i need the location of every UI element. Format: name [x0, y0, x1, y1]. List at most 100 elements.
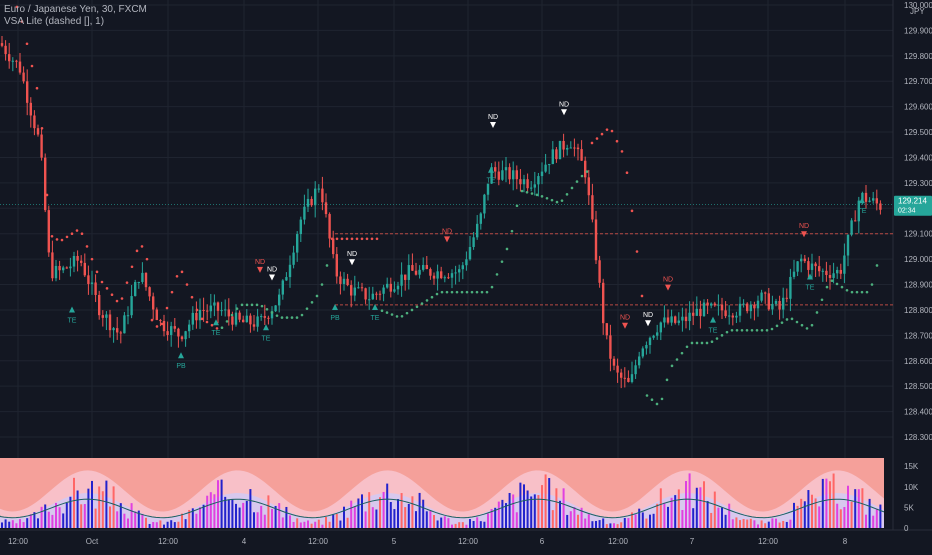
trailing-stop-dot: [51, 235, 54, 238]
candle-body: [638, 356, 640, 365]
candle-body: [379, 294, 381, 295]
candle-body: [44, 158, 46, 210]
trailing-stop-dot: [41, 127, 44, 130]
volume-bar: [451, 525, 453, 528]
candle-body: [325, 202, 327, 214]
candle-body: [84, 263, 86, 275]
candle-body: [588, 177, 590, 195]
volume-bar: [512, 494, 514, 528]
trailing-stop-dot: [406, 312, 409, 315]
time-tick-label: 4: [242, 537, 247, 546]
trailing-stop-dot: [736, 329, 739, 332]
trailing-stop-dot: [426, 299, 429, 302]
signal-label: ND: [255, 259, 265, 266]
signal-label: ND: [620, 315, 630, 322]
candle-body: [832, 273, 834, 278]
volume-bar: [372, 507, 374, 528]
trailing-stop-dot: [76, 229, 79, 232]
trailing-stop-dot: [656, 403, 659, 406]
volume-bar: [419, 493, 421, 528]
candle-body: [112, 328, 114, 330]
volume-bar: [293, 522, 295, 528]
volume-bar: [318, 520, 320, 528]
volume-bar: [527, 490, 529, 528]
candle-body: [724, 310, 726, 316]
candle-body: [357, 287, 359, 288]
volume-bar: [404, 507, 406, 528]
volume-bar: [469, 519, 471, 528]
trailing-stop-dot: [36, 87, 39, 90]
candle-body: [343, 279, 345, 284]
volume-bar: [116, 511, 118, 528]
volume-bar: [865, 515, 867, 528]
volume-bar: [91, 481, 93, 528]
candle-body: [138, 282, 140, 283]
candle-body: [739, 304, 741, 316]
candle-body: [267, 318, 269, 319]
volume-bar: [692, 508, 694, 528]
volume-bar: [707, 501, 709, 528]
chart-legend: Euro / Japanese Yen, 30, FXCM VSA Lite (…: [4, 4, 147, 28]
volume-bar: [386, 484, 388, 528]
volume-bar: [685, 481, 687, 528]
trailing-stop-dot: [366, 237, 369, 240]
volume-bar: [134, 511, 136, 528]
candle-body: [256, 316, 258, 326]
volume-bar: [433, 515, 435, 528]
volume-bar: [62, 513, 64, 528]
candle-body: [163, 321, 165, 331]
candle-body: [372, 294, 374, 300]
volume-bar: [282, 517, 284, 528]
candle-body: [782, 298, 784, 310]
volume-bar: [314, 522, 316, 528]
candle-body: [825, 271, 827, 275]
volume-bar: [703, 481, 705, 528]
candle-body: [181, 336, 183, 339]
volume-bar: [249, 489, 251, 528]
candle-body: [516, 170, 518, 179]
candle-body: [285, 277, 287, 280]
trailing-stop-dot: [836, 283, 839, 286]
volume-bar: [858, 489, 860, 528]
trailing-stop-dot: [386, 311, 389, 314]
trailing-stop-dot: [136, 250, 139, 253]
volume-bar: [361, 494, 363, 528]
candle-body: [768, 293, 770, 309]
candle-body: [238, 313, 240, 320]
trailing-stop-dot: [551, 199, 554, 202]
volume-bar: [224, 497, 226, 528]
volume-bar: [764, 523, 766, 528]
candle-body: [634, 365, 636, 374]
signal-down-triangle: [349, 259, 355, 265]
trailing-stop-dot: [716, 337, 719, 340]
trailing-stop-dot: [436, 293, 439, 296]
candle-body: [415, 271, 417, 275]
trailing-stop-dot: [111, 293, 114, 296]
volume-bar: [483, 522, 485, 528]
trailing-stop-dot: [186, 283, 189, 286]
volume-bar: [102, 491, 104, 528]
candle-body: [454, 272, 456, 273]
volume-bar: [383, 492, 385, 528]
trailing-stop-dot: [691, 342, 694, 345]
trailing-stop-dot: [821, 298, 824, 301]
candle-body: [40, 135, 42, 158]
price-tick-label: 129.700: [904, 77, 932, 86]
trailing-stop-dot: [721, 334, 724, 337]
candle-body: [631, 374, 633, 382]
trailing-stop-dot: [116, 300, 119, 303]
candle-body: [710, 304, 712, 306]
trailing-stop-dot: [851, 291, 854, 294]
price-tick-label: 129.300: [904, 179, 932, 188]
candle-body: [534, 184, 536, 187]
trailing-stop-dot: [181, 271, 184, 274]
candle-body: [217, 302, 219, 310]
signal-down-triangle: [269, 274, 275, 280]
volume-bar: [73, 478, 75, 528]
candle-body: [361, 287, 363, 288]
volume-bar: [613, 523, 615, 528]
signal-label: TE: [262, 335, 271, 342]
candle-body: [73, 256, 75, 267]
